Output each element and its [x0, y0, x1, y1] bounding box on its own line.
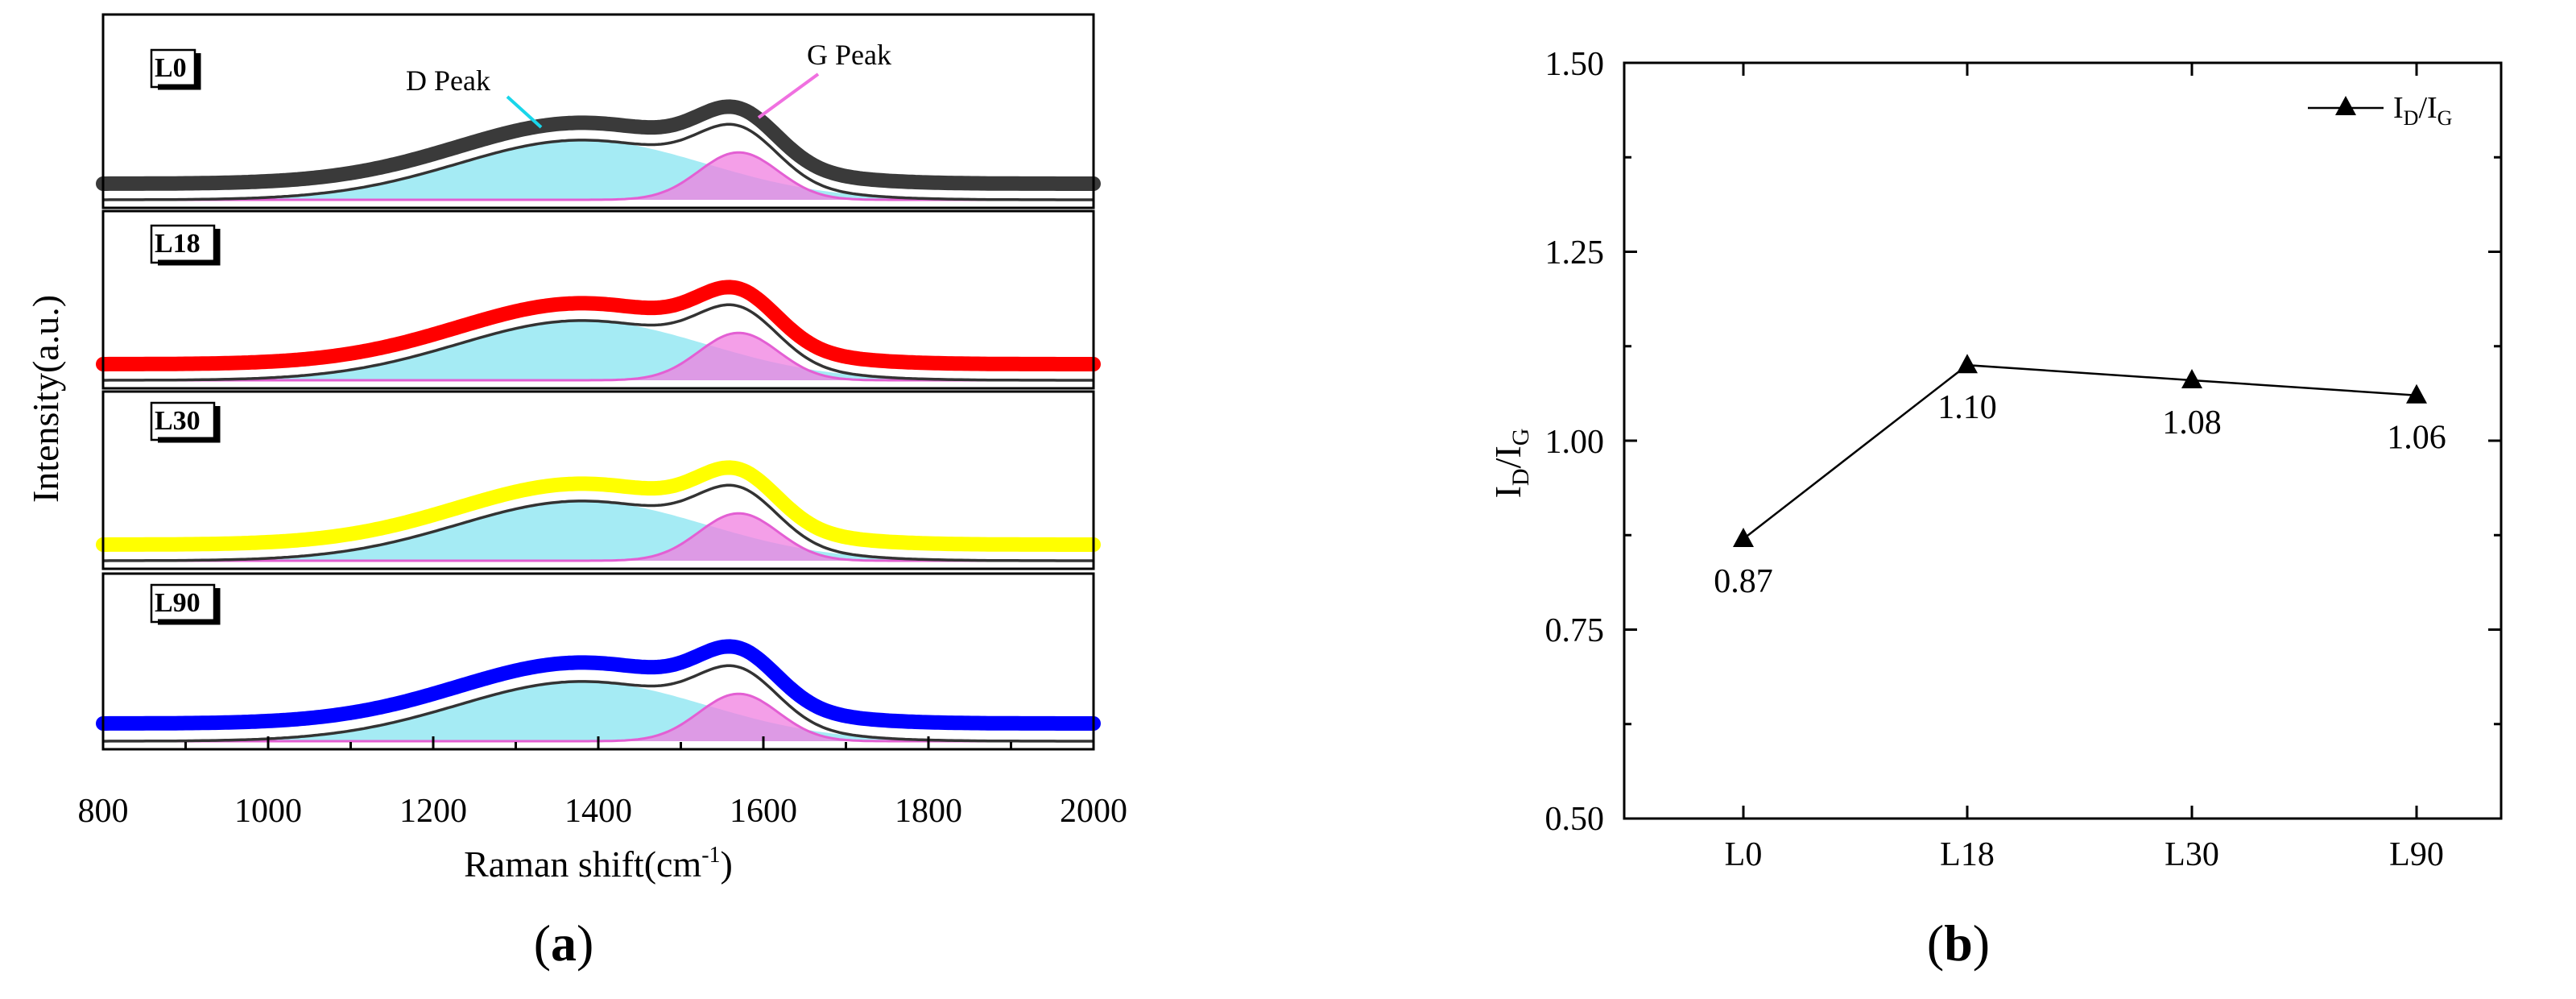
fitted-envelope — [103, 122, 1094, 201]
fitted-envelope-highlight — [103, 481, 1094, 558]
panel-b-id-ig-ratio: 0.50 0.75 1.00 1.25 1.50 L0 L18 L30 L90 … — [1487, 46, 2503, 972]
x-tick-label: 1000 — [234, 793, 302, 830]
x-tick-label: 1800 — [895, 793, 962, 830]
strip-label-text: L18 — [155, 229, 201, 259]
data-value-label: 1.08 — [2162, 404, 2222, 441]
experimental-spectrum — [96, 280, 1101, 371]
legend-label: ID/IG — [2393, 91, 2452, 130]
x-tick-label: 2000 — [1060, 793, 1127, 830]
g-peak-annotation: G Peak — [807, 39, 891, 71]
y-tick-label: 0.75 — [1545, 612, 1605, 649]
strip-frame — [101, 390, 1095, 570]
x-tick-label: L18 — [1940, 836, 1995, 873]
panel-a-raman-spectra: L0 L18 L30 L90 D Peak G Peak 800 1000 12… — [25, 13, 1128, 972]
strip-label-l0: L0 — [150, 48, 201, 90]
y-tick-label: 0.50 — [1545, 801, 1605, 838]
axis-ticks — [1624, 61, 2501, 820]
spectrum-strip-l0 — [96, 13, 1101, 209]
legend-marker — [2335, 96, 2356, 115]
data-point-marker — [1957, 354, 1978, 374]
ratio-line — [1743, 363, 2417, 540]
experimental-spectrum — [96, 460, 1101, 552]
data-point-marker — [1733, 527, 1754, 547]
y-axis-label: Intensity(a.u.) — [25, 295, 66, 503]
y-tick-label: 1.50 — [1545, 46, 1605, 83]
x-tick-label: 1400 — [564, 793, 632, 830]
d-peak-fill — [103, 681, 1094, 741]
data-value-label: 0.87 — [1714, 563, 1773, 600]
data-value-label: 1.06 — [2387, 420, 2446, 457]
d-peak-fill — [103, 320, 1094, 380]
d-peak-fill — [103, 139, 1094, 200]
strip-label-text: L90 — [155, 588, 201, 618]
x-tick-labels: 800 1000 1200 1400 1600 1800 2000 — [78, 793, 1128, 830]
strip-label-text: L30 — [155, 406, 201, 436]
y-tick-label: 1.00 — [1545, 424, 1605, 461]
spectrum-strip-l18 — [96, 209, 1101, 390]
strip-label-l30: L30 — [150, 401, 221, 443]
data-point-marker — [2406, 383, 2427, 404]
spectrum-strip-l90 — [96, 572, 1101, 751]
fitted-envelope-highlight — [103, 120, 1094, 197]
spectra-strips — [96, 13, 1101, 751]
data-point-marker — [2181, 368, 2202, 388]
x-tick-label: L30 — [2165, 836, 2219, 873]
strip-label-l18: L18 — [150, 224, 221, 266]
x-axis-ticks — [101, 736, 1095, 749]
ratio-series: 0.87 1.10 1.08 1.06 — [1714, 354, 2446, 600]
d-peak-fill — [103, 500, 1094, 561]
strip-label-text: L0 — [155, 53, 187, 83]
y-axis-label: ID/IG — [1487, 429, 1534, 499]
experimental-spectrum — [96, 99, 1101, 191]
spectrum-strip-l30 — [96, 390, 1101, 570]
x-axis-label: Raman shift(cm-1) — [464, 843, 733, 885]
data-value-label: 1.10 — [1937, 389, 1997, 426]
fitted-envelope — [103, 303, 1094, 382]
fitted-envelope — [103, 483, 1094, 562]
fitted-envelope-highlight — [103, 301, 1094, 378]
x-tick-label: 800 — [78, 793, 129, 830]
g-peak-pointer — [757, 73, 820, 119]
legend: ID/IG — [2308, 91, 2452, 130]
plot-frame — [1623, 61, 2503, 820]
caption-b: (b) — [1927, 914, 1990, 972]
strip-label-l90: L90 — [150, 583, 221, 625]
x-tick-label: 1600 — [730, 793, 797, 830]
strip-frame — [101, 209, 1095, 390]
d-peak-annotation: D Peak — [406, 64, 490, 97]
y-tick-label: 1.25 — [1545, 234, 1605, 272]
experimental-spectrum — [96, 639, 1101, 731]
x-tick-label: L0 — [1725, 836, 1763, 873]
y-tick-labels: 0.50 0.75 1.00 1.25 1.50 — [1545, 46, 1605, 838]
x-tick-label: 1200 — [399, 793, 467, 830]
x-tick-labels: L0 L18 L30 L90 — [1725, 836, 2444, 873]
strip-frame — [101, 13, 1095, 209]
caption-a: (a) — [534, 914, 594, 972]
x-tick-label: L90 — [2389, 836, 2444, 873]
d-peak-pointer — [506, 95, 543, 129]
